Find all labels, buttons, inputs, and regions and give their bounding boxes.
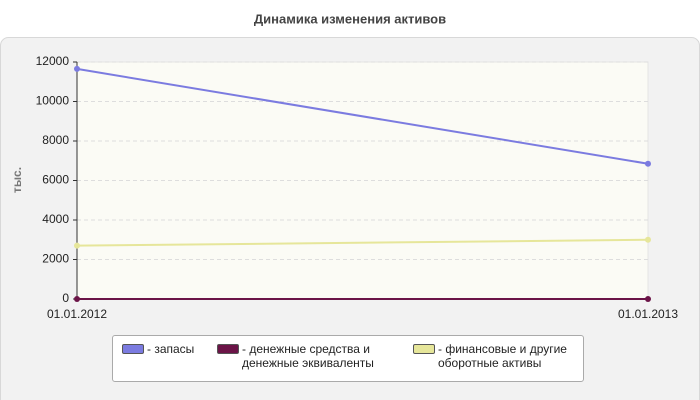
y-tick-label: 6000 [42, 173, 69, 187]
x-tick-label: 01.01.2012 [47, 307, 107, 321]
y-tick-label: 0 [62, 291, 69, 305]
point [645, 236, 651, 243]
legend-swatch [413, 344, 435, 354]
legend-item: - запасы [122, 342, 227, 356]
legend-swatch [122, 344, 144, 354]
chart-title: Динамика изменения активов [254, 11, 446, 26]
point [74, 296, 80, 302]
legend-label: - денежные средства и денежные эквивален… [242, 342, 374, 370]
point [645, 296, 651, 302]
y-tick-label: 4000 [42, 212, 69, 226]
legend-swatch [217, 344, 239, 354]
y-tick-label: 12000 [36, 54, 70, 68]
legend-label: - запасы [147, 342, 195, 356]
point [74, 65, 80, 72]
series-line [76, 67, 649, 165]
legend-item: - денежные средства и денежные эквивален… [217, 342, 402, 370]
plot-area [76, 61, 649, 300]
y-tick-label: 10000 [36, 94, 70, 108]
y-axis-label: тыс. [10, 167, 24, 193]
legend-label: - финансовые и другие оборотные активы [438, 342, 567, 370]
y-tick-label: 8000 [42, 133, 69, 147]
y-tick-label: 2000 [42, 252, 69, 266]
legend: - запасы - денежные средства и денежные э… [112, 335, 584, 382]
point [74, 242, 80, 249]
series-line [76, 238, 649, 247]
point [645, 160, 651, 167]
x-tick-label: 01.01.2013 [618, 307, 678, 321]
legend-item: - финансовые и другие оборотные активы [413, 342, 588, 370]
